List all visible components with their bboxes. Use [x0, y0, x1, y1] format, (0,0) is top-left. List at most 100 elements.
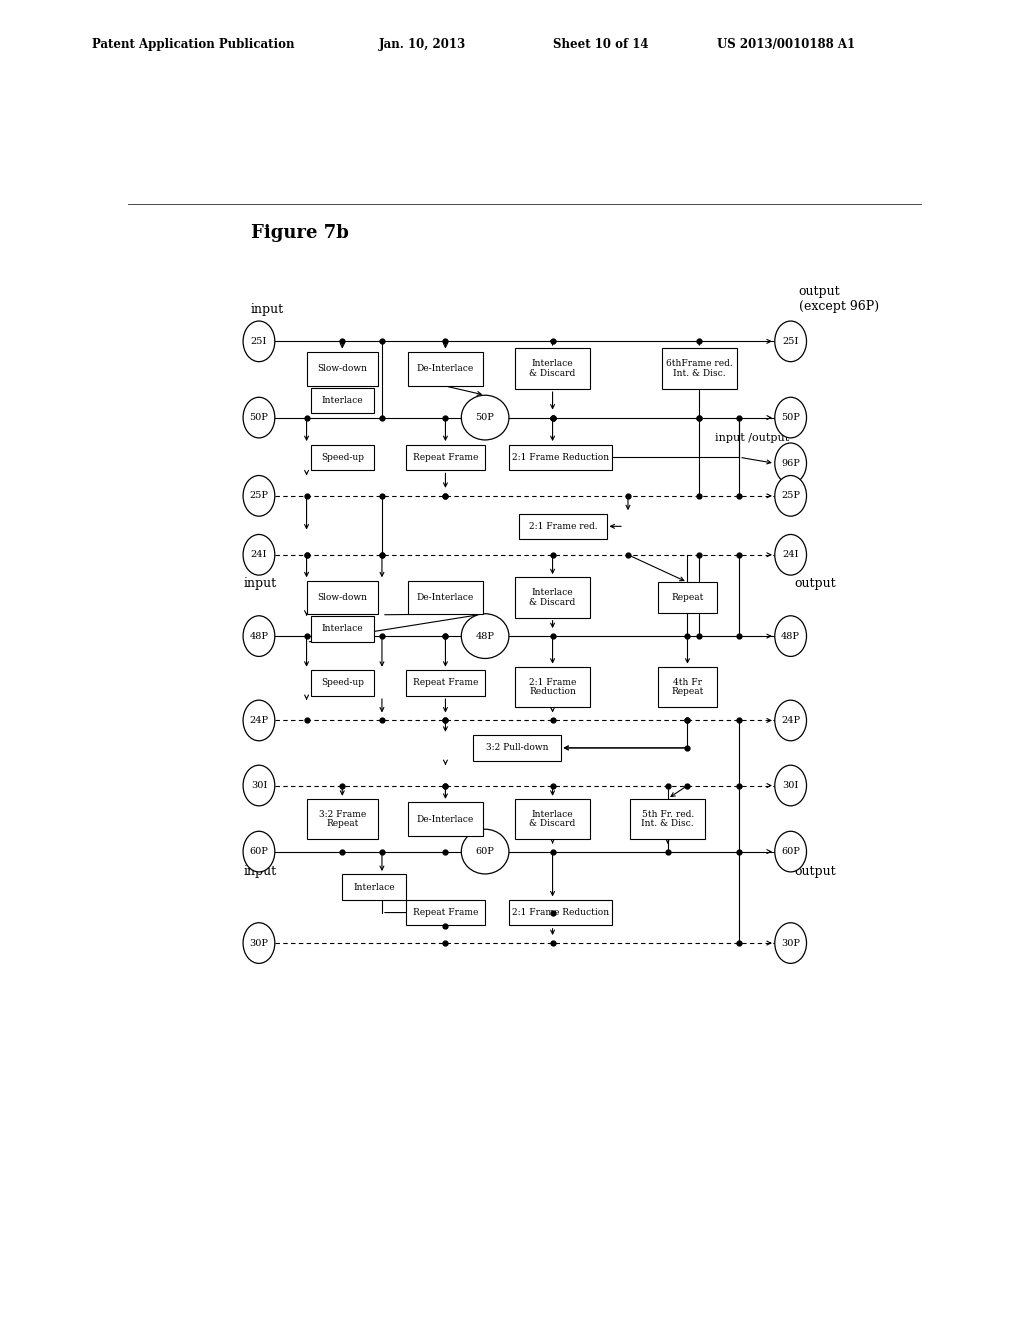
Text: 30P: 30P [781, 939, 800, 948]
Text: 2:1 Frame red.: 2:1 Frame red. [528, 521, 597, 531]
Text: input: input [251, 304, 284, 315]
Circle shape [775, 923, 807, 964]
Text: input /output: input /output [715, 433, 790, 444]
Text: output
(except 96P): output (except 96P) [799, 285, 879, 313]
Text: 50P: 50P [250, 413, 268, 422]
Circle shape [243, 923, 274, 964]
Bar [473, 735, 560, 760]
Circle shape [243, 615, 274, 656]
Text: Jan. 10, 2013: Jan. 10, 2013 [379, 37, 466, 50]
Text: Slow-down: Slow-down [317, 364, 368, 374]
Bar [662, 348, 737, 389]
Text: output: output [795, 866, 837, 878]
Text: 48P: 48P [250, 631, 268, 640]
Text: 50P: 50P [476, 413, 495, 422]
Text: Figure 7b: Figure 7b [251, 224, 349, 243]
Text: 60P: 60P [781, 847, 800, 857]
Bar [515, 799, 590, 840]
Text: Speed-up: Speed-up [321, 678, 364, 688]
Circle shape [775, 475, 807, 516]
Text: 5th Fr. red.
Int. & Disc.: 5th Fr. red. Int. & Disc. [641, 809, 694, 829]
Text: Speed-up: Speed-up [321, 453, 364, 462]
Bar [306, 799, 378, 840]
Bar [408, 803, 483, 836]
Bar [306, 581, 378, 614]
Text: Repeat Frame: Repeat Frame [413, 678, 478, 688]
Text: Patent Application Publication: Patent Application Publication [92, 37, 295, 50]
Bar [408, 581, 483, 614]
Text: Repeat: Repeat [672, 593, 703, 602]
Text: input: input [243, 577, 276, 590]
Text: input: input [243, 866, 276, 878]
Text: 25I: 25I [251, 337, 267, 346]
Bar [519, 513, 606, 539]
Text: Sheet 10 of 14: Sheet 10 of 14 [553, 37, 648, 50]
Text: 6thFrame red.
Int. & Disc.: 6thFrame red. Int. & Disc. [666, 359, 733, 378]
Text: 4th Fr
Repeat: 4th Fr Repeat [672, 677, 703, 696]
Circle shape [243, 397, 274, 438]
Bar [515, 577, 590, 618]
Text: 48P: 48P [475, 631, 495, 640]
Text: De-Interlace: De-Interlace [417, 814, 474, 824]
Text: Interlace
& Discard: Interlace & Discard [529, 359, 575, 378]
Bar [515, 348, 590, 389]
Text: 30P: 30P [250, 939, 268, 948]
Text: 25P: 25P [781, 491, 800, 500]
Circle shape [243, 321, 274, 362]
Bar [310, 388, 374, 413]
Circle shape [243, 766, 274, 805]
Ellipse shape [461, 829, 509, 874]
Text: Interlace: Interlace [322, 624, 364, 634]
Ellipse shape [461, 614, 509, 659]
Text: Interlace: Interlace [322, 396, 364, 405]
Bar [657, 582, 717, 612]
Bar [310, 445, 374, 470]
Text: 2:1 Frame Reduction: 2:1 Frame Reduction [512, 908, 609, 917]
Circle shape [775, 700, 807, 741]
Bar [342, 874, 406, 900]
Text: 25P: 25P [250, 491, 268, 500]
Text: De-Interlace: De-Interlace [417, 364, 474, 374]
Text: US 2013/0010188 A1: US 2013/0010188 A1 [717, 37, 855, 50]
Text: 48P: 48P [781, 631, 800, 640]
Text: Interlace
& Discard: Interlace & Discard [529, 809, 575, 829]
Text: De-Interlace: De-Interlace [417, 593, 474, 602]
Bar [515, 667, 590, 708]
Ellipse shape [461, 395, 509, 440]
Text: 2:1 Frame Reduction: 2:1 Frame Reduction [512, 453, 609, 462]
Bar [310, 616, 374, 642]
Circle shape [243, 832, 274, 873]
Text: Slow-down: Slow-down [317, 593, 368, 602]
Text: 24P: 24P [781, 715, 800, 725]
Circle shape [775, 615, 807, 656]
Circle shape [243, 475, 274, 516]
Bar [306, 352, 378, 385]
Text: Repeat Frame: Repeat Frame [413, 453, 478, 462]
Text: 25I: 25I [782, 337, 799, 346]
Text: output: output [795, 577, 837, 590]
Bar [509, 900, 612, 925]
Circle shape [775, 766, 807, 805]
Bar [406, 900, 485, 925]
Text: 96P: 96P [781, 459, 800, 467]
Text: 50P: 50P [781, 413, 800, 422]
Bar [408, 352, 483, 385]
Text: 24I: 24I [782, 550, 799, 560]
Bar [406, 671, 485, 696]
Text: 60P: 60P [476, 847, 495, 857]
Text: Repeat Frame: Repeat Frame [413, 908, 478, 917]
Text: 24P: 24P [250, 715, 268, 725]
Circle shape [775, 321, 807, 362]
Text: 30I: 30I [782, 781, 799, 789]
Circle shape [243, 700, 274, 741]
Text: 2:1 Frame
Reduction: 2:1 Frame Reduction [528, 677, 577, 696]
Text: 60P: 60P [250, 847, 268, 857]
Text: Interlace
& Discard: Interlace & Discard [529, 589, 575, 607]
Text: 30I: 30I [251, 781, 267, 789]
Bar [657, 667, 717, 708]
Bar [310, 671, 374, 696]
Bar [406, 445, 485, 470]
Circle shape [775, 397, 807, 438]
Text: 3:2 Frame
Repeat: 3:2 Frame Repeat [318, 809, 366, 829]
Bar [630, 799, 706, 840]
